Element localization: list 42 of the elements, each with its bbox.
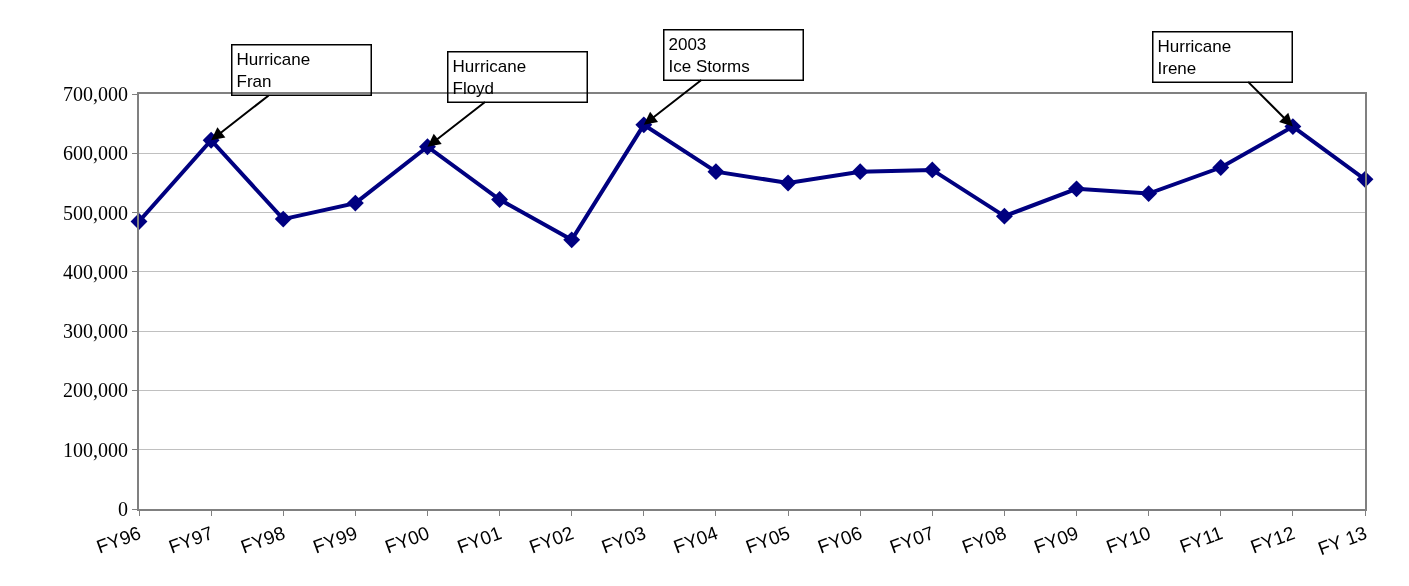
x-tick-label: FY02 (526, 522, 577, 558)
x-tick-label: FY03 (598, 522, 649, 558)
y-tick-label: 0 (118, 498, 128, 520)
x-tick-label: FY05 (742, 522, 793, 558)
point (1068, 180, 1085, 198)
y-tick-label: 100,000 (63, 438, 128, 461)
x-tick-label: FY09 (1031, 522, 1082, 558)
x-tick-label: FY96 (93, 522, 144, 558)
point (779, 174, 797, 192)
point (1140, 185, 1158, 203)
x-tick-label: FY11 (1176, 522, 1226, 558)
x-tick-label: FY08 (959, 522, 1010, 558)
point (923, 161, 941, 179)
x-tick-label: FY99 (310, 522, 360, 558)
point (1212, 159, 1230, 176)
point (274, 210, 292, 228)
point (995, 207, 1013, 225)
y-tick-label: 400,000 (63, 260, 128, 283)
point (563, 231, 581, 249)
x-tick-label: FY07 (887, 522, 937, 558)
point (851, 163, 869, 181)
y-tick-label: 600,000 (63, 142, 128, 165)
point (491, 191, 509, 208)
annotation: 2003 Ice Storms (668, 34, 750, 76)
x-tick-label: FY00 (382, 522, 433, 558)
annotation: Hurricane Fran (236, 49, 311, 91)
point (707, 163, 725, 181)
y-tick-label: 700,000 (63, 83, 128, 105)
point (346, 194, 364, 212)
x-tick-label: FY04 (670, 522, 721, 558)
annotation: Hurricane Floyd (452, 56, 527, 98)
annotation: Hurricane Irene (1157, 36, 1232, 78)
x-tick-label: FY06 (814, 522, 865, 558)
y-tick-label: 300,000 (63, 320, 128, 343)
y-tick-label: 500,000 (63, 201, 128, 224)
y-tick-label: 200,000 (63, 379, 128, 402)
x-tick-label: FY98 (237, 522, 288, 558)
x-tick-label: FY97 (165, 522, 216, 558)
x-tick-label: FY01 (454, 522, 505, 558)
x-tick-label: FY10 (1103, 522, 1154, 558)
x-tick-label: FY 13 (1315, 522, 1370, 560)
x-tick-label: FY12 (1247, 522, 1298, 558)
